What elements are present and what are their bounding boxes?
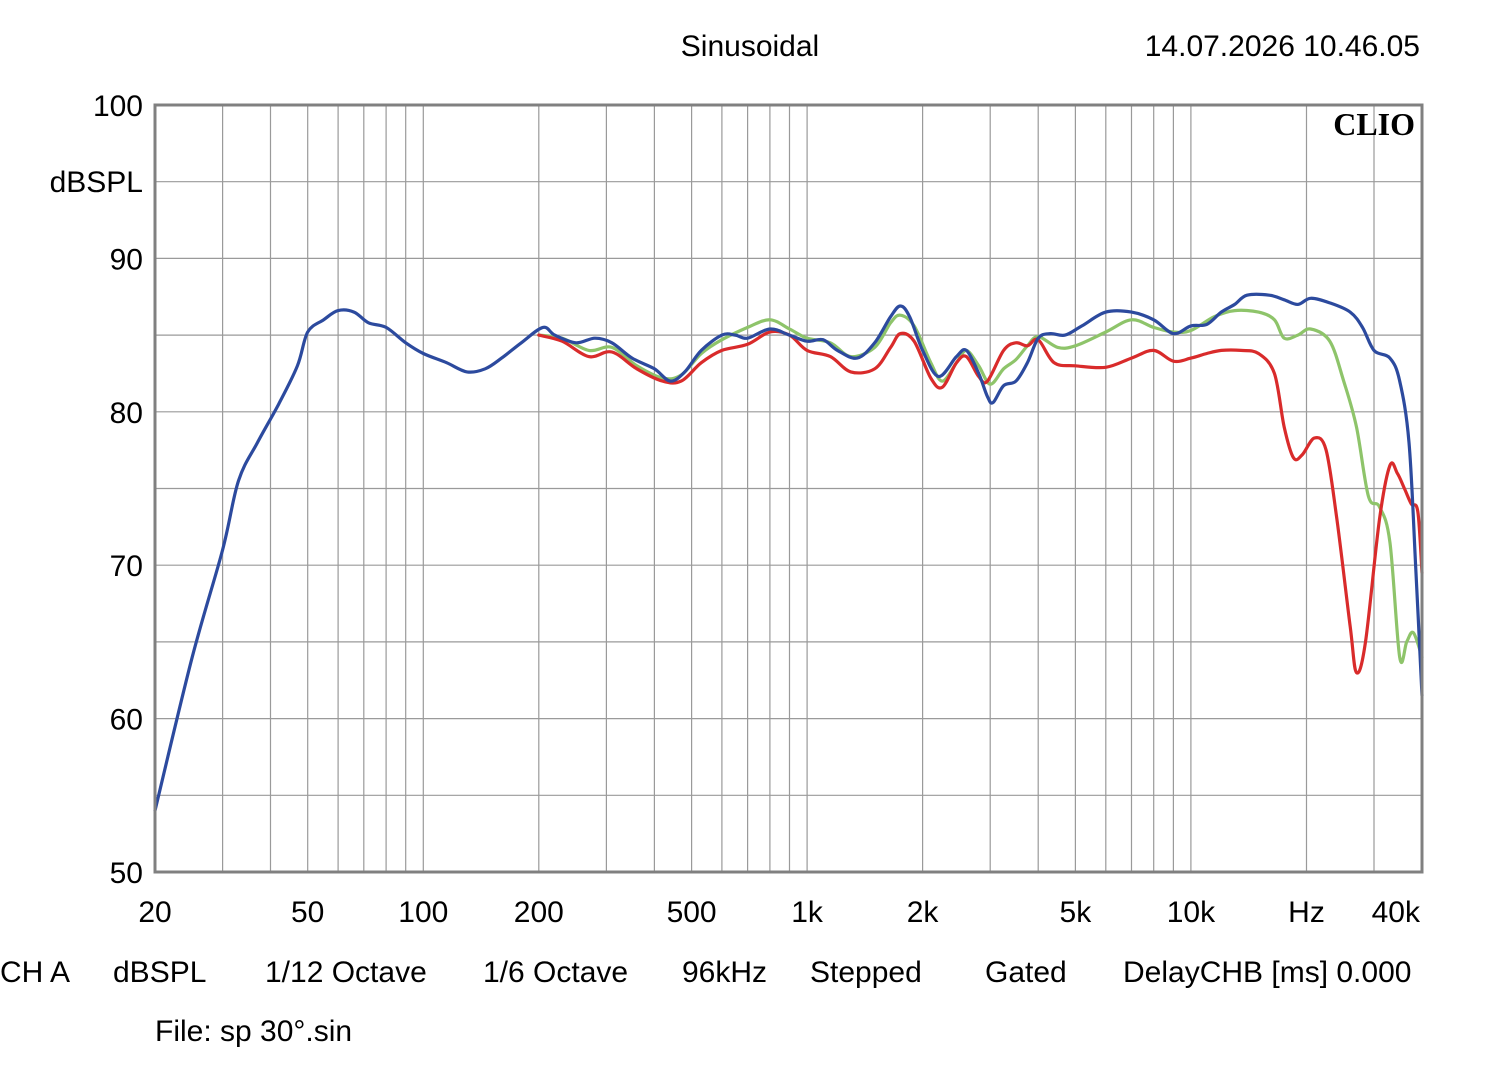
plot-border <box>153 103 1424 874</box>
x-tick-label: 200 <box>514 896 564 929</box>
x-tick-label: 20 <box>138 896 171 929</box>
grid-lines <box>155 105 1422 872</box>
y-tick-label: 90 <box>110 243 143 276</box>
y-axis-unit-label: dBSPL <box>50 166 143 199</box>
y-tick-labels: 100 90 80 70 60 50 <box>93 90 143 890</box>
footer-sweep: Stepped <box>810 956 922 989</box>
y-tick-label: 100 <box>93 90 143 123</box>
y-tick-label: 80 <box>110 397 143 430</box>
x-tick-label: 500 <box>667 896 717 929</box>
y-tick-label: 50 <box>110 857 143 890</box>
series-layer <box>153 292 1424 813</box>
y-tick-label: 60 <box>110 704 143 737</box>
x-tick-label: 1k <box>791 896 824 929</box>
x-tick-label: 2k <box>907 896 940 929</box>
x-tick-label: 50 <box>291 896 324 929</box>
footer-unit: dBSPL <box>113 956 206 989</box>
x-tick-label: Hz <box>1288 896 1325 929</box>
footer-channel: CH A <box>0 956 70 989</box>
x-tick-label: 5k <box>1060 896 1093 929</box>
x-tick-labels: 20 50 100 200 500 1k 2k 5k 10k Hz 40k <box>138 896 1421 929</box>
x-tick-label: 100 <box>398 896 448 929</box>
y-tick-label: 70 <box>110 550 143 583</box>
series-line <box>537 308 1424 665</box>
footer-file: File: sp 30°.sin <box>155 1015 352 1048</box>
footer-resolution: 1/12 Octave <box>265 956 427 989</box>
clio-logo: CLIO <box>1333 106 1415 142</box>
series-line <box>537 329 1424 675</box>
timestamp: 14.07.2026 10.46.05 <box>1145 30 1420 63</box>
footer-window: Gated <box>985 956 1067 989</box>
footer-smoothing: 1/6 Octave <box>483 956 628 989</box>
series-line <box>153 292 1424 813</box>
footer-delay: DelayCHB [ms] 0.000 <box>1123 956 1411 989</box>
x-tick-label: 10k <box>1167 896 1216 929</box>
measurement-mode: Sinusoidal <box>681 30 819 63</box>
footer-sample-rate: 96kHz <box>682 956 767 989</box>
x-tick-label: 40k <box>1372 896 1421 929</box>
